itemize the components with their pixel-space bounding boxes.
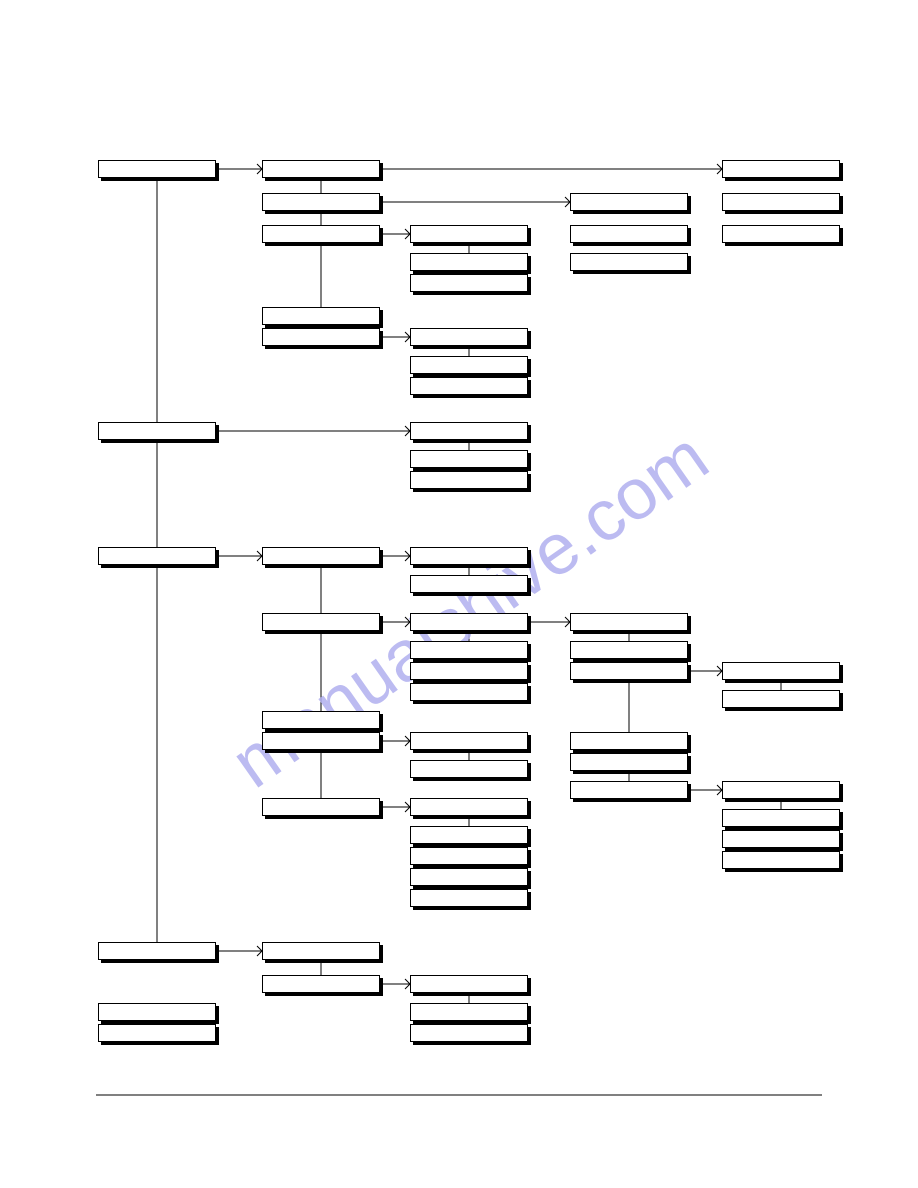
node-cA2 (410, 253, 528, 271)
node-cA1 (410, 225, 528, 243)
node-a5 (98, 1003, 216, 1021)
node-e1 (410, 422, 528, 440)
node-fA2 (410, 575, 528, 593)
node-g1 (570, 613, 688, 631)
node-i2 (262, 975, 380, 993)
node-g4 (570, 732, 688, 750)
node-d3a (570, 225, 688, 243)
node-iA3 (410, 1024, 528, 1042)
node-d3b (722, 225, 840, 243)
node-f2 (262, 613, 380, 631)
node-fD1 (410, 798, 528, 816)
node-b1 (262, 160, 380, 178)
node-f5 (262, 798, 380, 816)
node-h5 (722, 830, 840, 848)
node-a6 (98, 1024, 216, 1042)
node-h6 (722, 851, 840, 869)
node-g6 (570, 781, 688, 799)
node-d2a (570, 193, 688, 211)
node-fB4 (410, 683, 528, 701)
node-cB3 (410, 377, 528, 395)
node-fA1 (410, 547, 528, 565)
node-fD3 (410, 847, 528, 865)
node-b2 (262, 193, 380, 211)
node-i1 (262, 942, 380, 960)
node-g3 (570, 662, 688, 680)
node-a3 (98, 547, 216, 565)
node-fB2 (410, 641, 528, 659)
node-b4 (262, 307, 380, 325)
node-cB1 (410, 328, 528, 346)
node-iA1 (410, 975, 528, 993)
node-fC2 (410, 760, 528, 778)
node-h2 (722, 690, 840, 708)
node-d1 (722, 160, 840, 178)
node-e2 (410, 450, 528, 468)
node-a1 (98, 160, 216, 178)
node-d2b (722, 193, 840, 211)
node-fD4 (410, 868, 528, 886)
node-d4 (570, 253, 688, 271)
node-b3 (262, 225, 380, 243)
node-h3 (722, 781, 840, 799)
node-fB3 (410, 662, 528, 680)
node-e3 (410, 471, 528, 489)
node-g5 (570, 753, 688, 771)
node-h4 (722, 809, 840, 827)
node-cB2 (410, 356, 528, 374)
node-b5 (262, 328, 380, 346)
diagram-canvas: manualshive.com (0, 0, 918, 1188)
node-a4 (98, 942, 216, 960)
node-g2 (570, 641, 688, 659)
node-cA3 (410, 274, 528, 292)
node-a2 (98, 422, 216, 440)
node-fD2 (410, 826, 528, 844)
node-f1 (262, 547, 380, 565)
node-f4 (262, 732, 380, 750)
node-fB1 (410, 613, 528, 631)
node-f3 (262, 711, 380, 729)
node-fD5 (410, 889, 528, 907)
node-iA2 (410, 1003, 528, 1021)
node-fC1 (410, 732, 528, 750)
node-h1 (722, 662, 840, 680)
